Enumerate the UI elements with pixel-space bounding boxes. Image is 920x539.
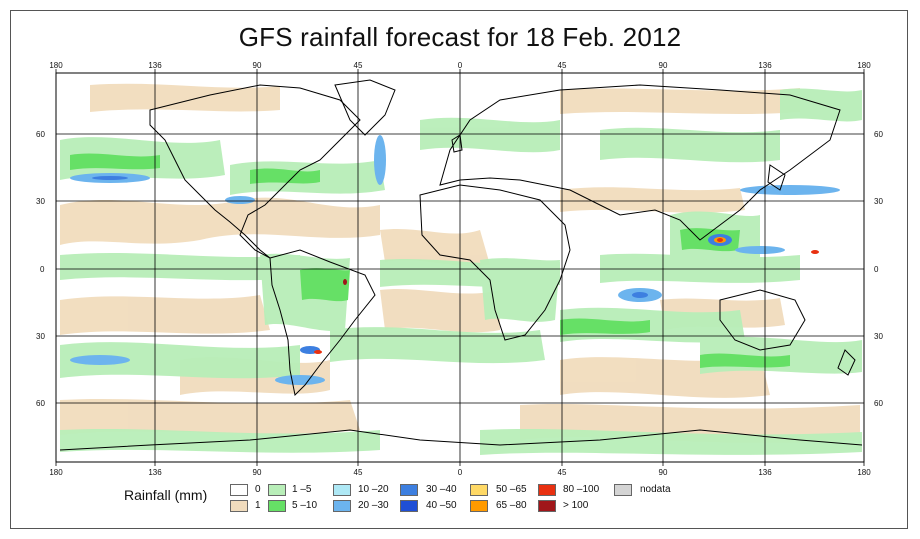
legend-label: 30 –40 [426, 484, 457, 495]
legend-swatch [614, 484, 632, 496]
legend-label: 50 –65 [496, 484, 527, 495]
lon-tick-top: 180 [857, 61, 871, 70]
legend-label: 20 –30 [358, 500, 389, 511]
lon-tick-bottom: 180 [857, 468, 871, 477]
legend-label: > 100 [563, 500, 589, 511]
greenland-coast [334, 79, 396, 136]
lat-tick-right: 60 [874, 399, 883, 408]
legend-swatch [333, 500, 351, 512]
lat-tick-left: 0 [40, 265, 45, 274]
tick-marks [55, 69, 865, 466]
legend-label: 0 [255, 484, 261, 495]
lat-tick-left: 60 [36, 130, 45, 139]
legend-label: 1 –5 [292, 484, 312, 495]
lon-tick-top: 136 [148, 61, 162, 70]
legend-swatch [268, 500, 286, 512]
legend-swatch [538, 484, 556, 496]
legend-swatch [470, 500, 488, 512]
lon-tick-top: 45 [353, 61, 363, 70]
lon-tick-bottom: 90 [658, 468, 668, 477]
new-zealand-coast [837, 349, 856, 376]
legend-swatch [268, 484, 286, 496]
legend-swatch [230, 500, 248, 512]
legend-label: nodata [640, 484, 671, 495]
eurasia-coast [439, 84, 841, 241]
australia-coast [719, 289, 806, 351]
rain-max-cells [314, 237, 819, 354]
south-america-coast [269, 249, 376, 397]
lon-tick-bottom: 0 [457, 468, 463, 477]
map-title: GFS rainfall forecast for 18 Feb. 2012 [238, 22, 682, 52]
africa-coast [419, 184, 571, 341]
lon-tick-top: 136 [758, 61, 772, 70]
legend-swatch [400, 500, 418, 512]
legend-label: 5 –10 [292, 500, 318, 511]
japan-coast [767, 164, 786, 191]
lat-tick-right: 30 [874, 332, 883, 341]
legend-swatch [470, 484, 488, 496]
graticule [56, 73, 864, 462]
lat-tick-right: 60 [874, 130, 883, 139]
north-america-coast [149, 84, 361, 259]
legend-label: 65 –80 [496, 500, 527, 511]
lon-tick-top: 45 [557, 61, 567, 70]
rain-heavy-areas [70, 153, 790, 368]
legend-swatch [400, 484, 418, 496]
lon-tick-bottom: 136 [148, 468, 162, 477]
lon-tick-top: 90 [658, 61, 668, 70]
legend-swatch [333, 484, 351, 496]
lon-tick-bottom: 45 [557, 468, 567, 477]
lat-tick-right: 30 [874, 197, 883, 206]
lat-tick-right: 0 [874, 265, 879, 274]
lat-tick-left: 60 [36, 399, 45, 408]
legend-swatch [538, 500, 556, 512]
lat-tick-left: 30 [36, 197, 45, 206]
lon-tick-bottom: 90 [252, 468, 262, 477]
legend-label: 1 [255, 500, 261, 511]
legend-label: 10 –20 [358, 484, 389, 495]
legend-swatch [230, 484, 248, 496]
legend-title: Rainfall (mm) [124, 487, 208, 503]
lon-tick-top: 90 [252, 61, 262, 70]
lon-tick-bottom: 180 [49, 468, 63, 477]
lon-tick-bottom: 45 [353, 468, 363, 477]
lat-tick-left: 30 [36, 332, 45, 341]
lon-tick-top: 180 [49, 61, 63, 70]
legend-label: 40 –50 [426, 500, 457, 511]
lon-tick-top: 0 [457, 61, 463, 70]
lon-tick-bottom: 136 [758, 468, 772, 477]
legend-label: 80 –100 [563, 484, 600, 495]
uk-coast [451, 134, 463, 153]
